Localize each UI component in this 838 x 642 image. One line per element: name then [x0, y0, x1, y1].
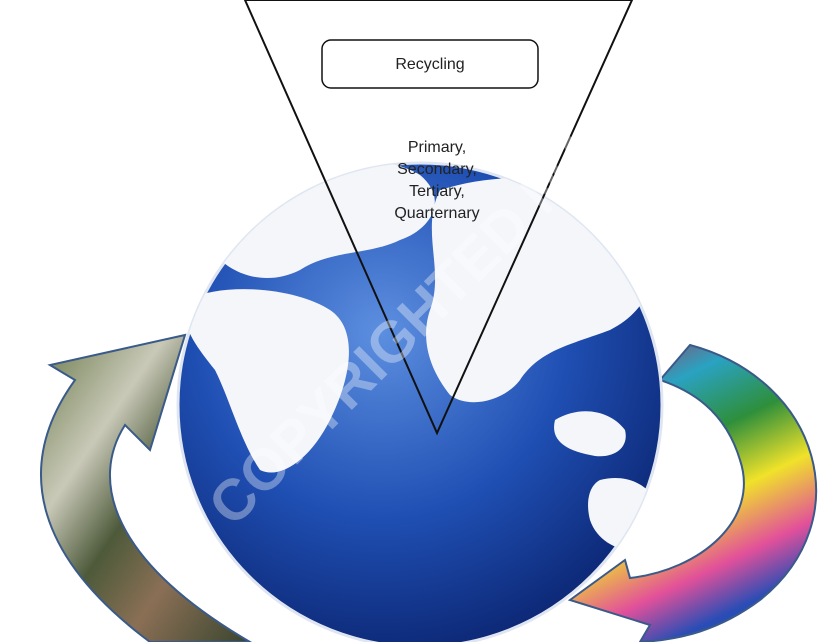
box-label: Recycling	[395, 56, 464, 73]
waste-arrow	[40, 333, 252, 642]
triangle	[243, 0, 634, 436]
recycling-box	[321, 39, 539, 89]
stage-label: Tertiary,	[409, 183, 465, 200]
stage-label: Secondary,	[397, 161, 477, 178]
stage-label: Quarternary	[394, 205, 479, 222]
stage-label: Primary,	[408, 139, 466, 156]
